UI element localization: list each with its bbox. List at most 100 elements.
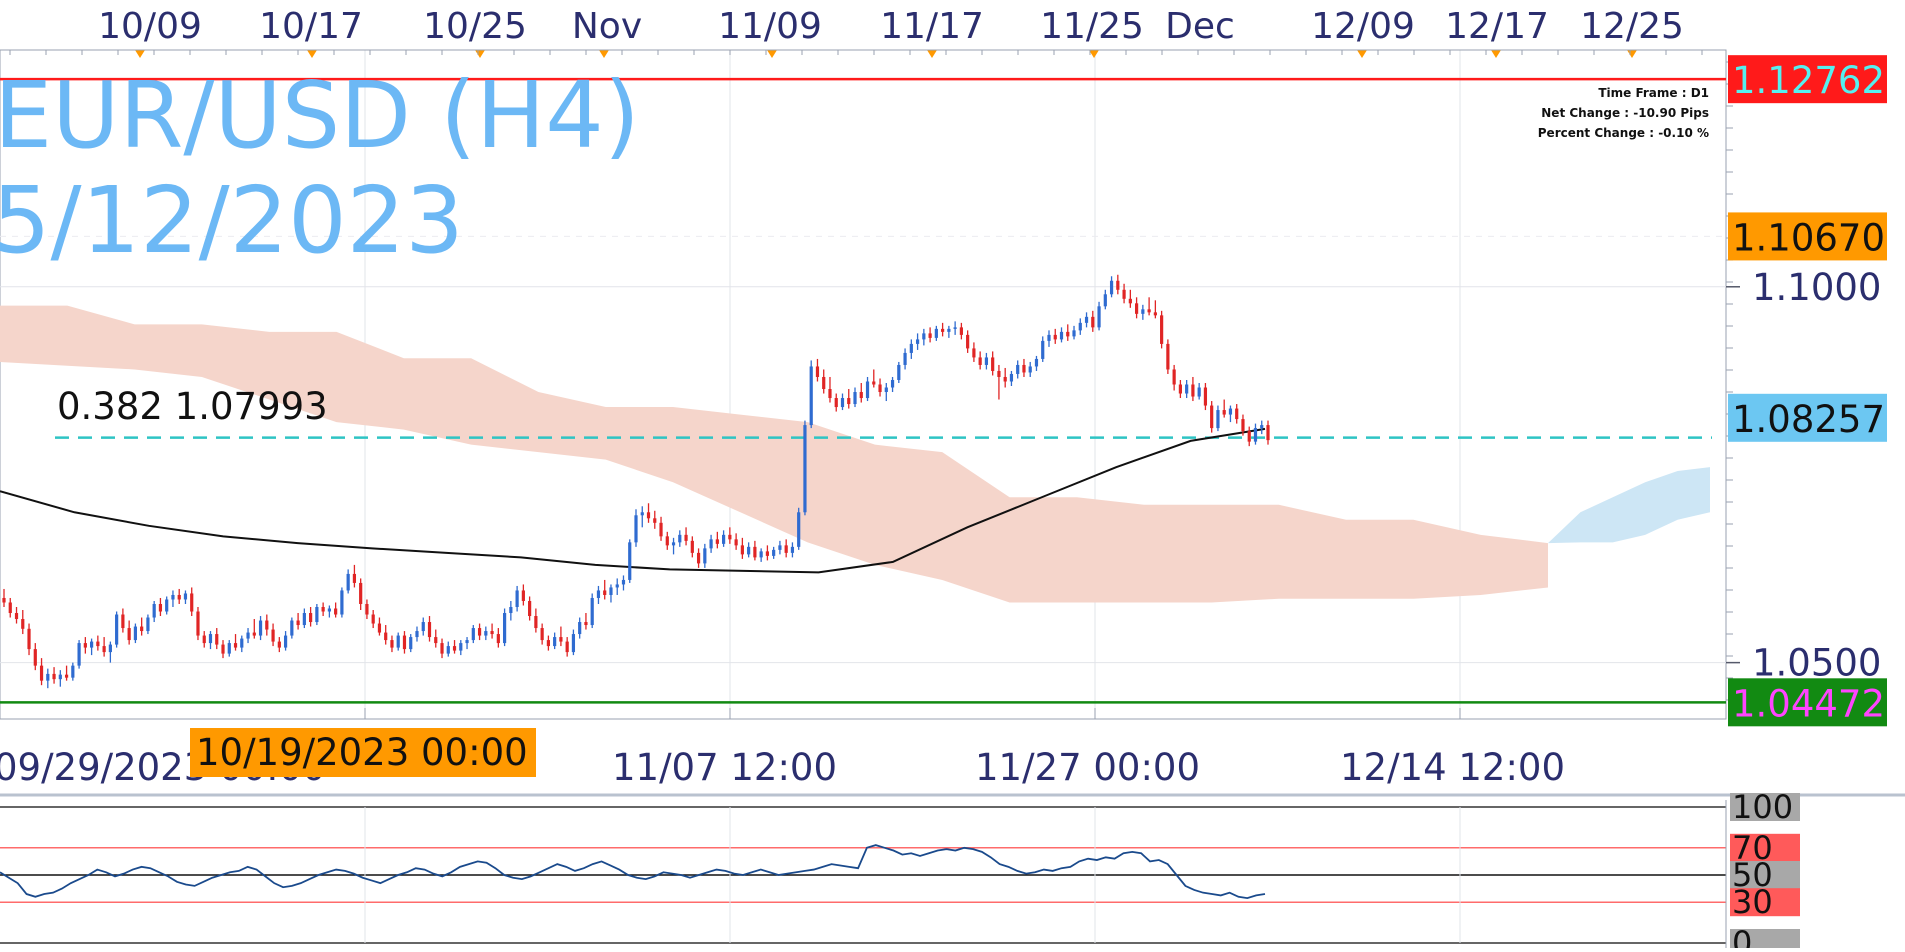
candle-body [909,343,913,353]
candle [296,613,300,630]
top-axis-marker [767,50,777,58]
candle [277,637,281,653]
candle-body [365,603,369,615]
candle [865,376,870,402]
candle-body [446,646,450,654]
candle [152,600,156,623]
candle-body [1072,330,1076,337]
candle [83,637,87,654]
candle-body [634,515,638,543]
candle-body [1116,280,1120,290]
candle-body [953,327,957,329]
candle [1178,379,1182,399]
candle-body [941,328,945,332]
candle-body [158,603,163,612]
price-level-box [1728,678,1887,727]
candle [302,608,306,629]
candle [653,510,657,529]
candle-body [747,546,751,555]
candle [427,616,432,642]
candle [71,662,75,681]
candle-body [271,629,275,642]
candle-body [409,637,413,650]
candle [634,509,638,547]
candle-body [415,631,419,638]
candle-body [102,646,106,653]
candle [77,640,81,669]
candle-body [477,628,482,636]
candle [327,605,331,618]
candle [809,360,813,429]
top-date-label: 10/09 [98,6,202,47]
candle-body [71,665,75,678]
candle-body [1028,366,1032,373]
candle [1147,297,1151,316]
candle [978,351,982,370]
candle-body [352,573,357,583]
candle [1185,379,1189,399]
candle-body [696,552,701,564]
crosshair-time-label: 10/19/2023 00:00 [190,728,536,777]
rsi-level-label: 100 [1732,788,1793,826]
candle [233,634,238,651]
candle [540,623,544,645]
top-axis-marker [135,50,145,58]
candle [571,629,576,656]
candle-body [559,637,563,642]
candle [1247,426,1251,447]
candle-body [1216,410,1220,429]
candle-body [546,640,550,647]
top-axis-marker [307,50,317,58]
candle [559,626,563,647]
candle [108,641,112,663]
candle [1103,289,1107,310]
candle-body [83,643,87,648]
candle-body [615,584,619,588]
candle-body [1003,376,1007,382]
candle-body [753,546,757,558]
candlesticks [2,274,1270,689]
candle-body [165,599,169,612]
candle [390,635,394,653]
candle [221,640,225,659]
candle [121,608,125,633]
price-level-label: 1.04472 [1732,682,1885,725]
candle-body [484,631,488,636]
candle-body [1016,364,1020,374]
candle [246,628,250,644]
candle [1241,414,1245,436]
candle [352,564,357,588]
candle-body [21,619,25,629]
candle [502,608,507,647]
candle-body [865,381,870,399]
bottom-date-axis: 09/29/2023 00:00 11/07 12:00 11/27 00:00 12… [0,708,1565,789]
price-level-box [1728,212,1887,261]
candle-body [190,593,194,612]
ichimoku-cloud [0,305,1710,603]
candle [578,617,582,639]
bottom-date-label: 11/27 00:00 [975,746,1200,789]
candle [102,637,106,657]
rsi-level-label: 30 [1732,883,1773,921]
candle-body [728,534,732,540]
candle-body [515,590,519,607]
candle-body [340,590,344,615]
candle [778,540,782,555]
candle-body [653,518,657,523]
candle-body [991,357,995,371]
rsi-level-box [1730,888,1800,917]
candle-body [1053,334,1057,340]
candle [690,536,694,558]
candle [628,539,632,583]
candle-body [183,593,188,600]
candle-body [227,643,231,654]
candle [890,376,895,393]
candle [1022,358,1026,377]
candle [671,537,676,555]
candle-body [208,634,213,644]
candle [909,339,913,359]
candle-body [108,644,112,653]
candle [753,540,757,561]
top-axis-marker [1491,50,1501,58]
candle-body [872,381,876,385]
